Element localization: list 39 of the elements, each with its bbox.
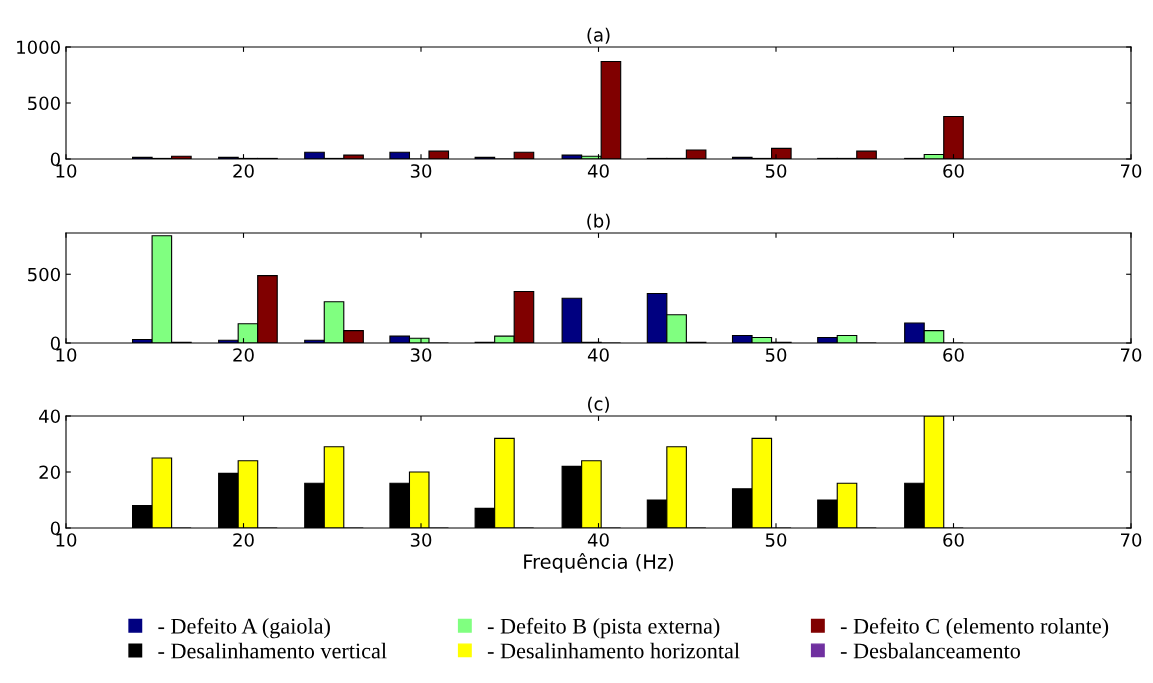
- legend-label: - Defeito B (pista externa): [487, 617, 720, 639]
- x-tick-label: 70: [1120, 533, 1142, 547]
- x-tick-label: 30: [410, 348, 432, 362]
- x-tick-label: 20: [233, 533, 254, 547]
- x-tick-label: 20: [233, 348, 254, 362]
- y-tick-label: 0: [50, 521, 60, 536]
- y-tick-label: 20: [39, 465, 60, 480]
- x-tick-label: 10: [56, 164, 77, 178]
- x-axis-title: Frequência (Hz): [524, 553, 674, 573]
- y-tick-label: 500: [28, 96, 60, 111]
- x-tick-label: 10: [56, 533, 77, 547]
- x-tick-label: 30: [410, 533, 432, 547]
- x-tick-label: 40: [587, 348, 609, 362]
- legend-label: - Defeito A (gaiola): [158, 617, 330, 639]
- x-tick-label: 10: [56, 348, 77, 362]
- y-tick-label: 500: [28, 267, 60, 282]
- legend-label: - Desalinhamento vertical: [158, 642, 387, 659]
- x-tick-label: 60: [943, 348, 964, 362]
- y-tick-label: 0: [50, 336, 60, 351]
- x-tick-label: 50: [765, 348, 787, 362]
- y-tick-label: 1000: [17, 40, 60, 55]
- x-tick-label: 50: [765, 164, 787, 178]
- x-tick-label: 40: [587, 164, 609, 178]
- chart-title: (a): [587, 27, 610, 44]
- legend-label: - Desalinhamento horizontal: [487, 642, 740, 659]
- x-tick-label: 70: [1120, 348, 1142, 362]
- x-tick-label: 60: [943, 164, 964, 178]
- legend-label: - Defeito C (elemento rolante): [840, 617, 1109, 639]
- x-tick-label: 70: [1120, 164, 1142, 178]
- chart-title: (b): [587, 213, 610, 230]
- x-tick-label: 60: [943, 533, 964, 547]
- x-tick-label: 40: [587, 533, 609, 547]
- x-tick-label: 20: [233, 164, 254, 178]
- y-tick-label: 0: [50, 152, 60, 167]
- y-tick-label: 40: [39, 409, 60, 424]
- chart-title: (c): [588, 396, 609, 413]
- x-tick-label: 50: [765, 533, 787, 547]
- x-tick-label: 30: [410, 164, 432, 178]
- legend-label: - Desbalanceamento: [840, 642, 1020, 659]
